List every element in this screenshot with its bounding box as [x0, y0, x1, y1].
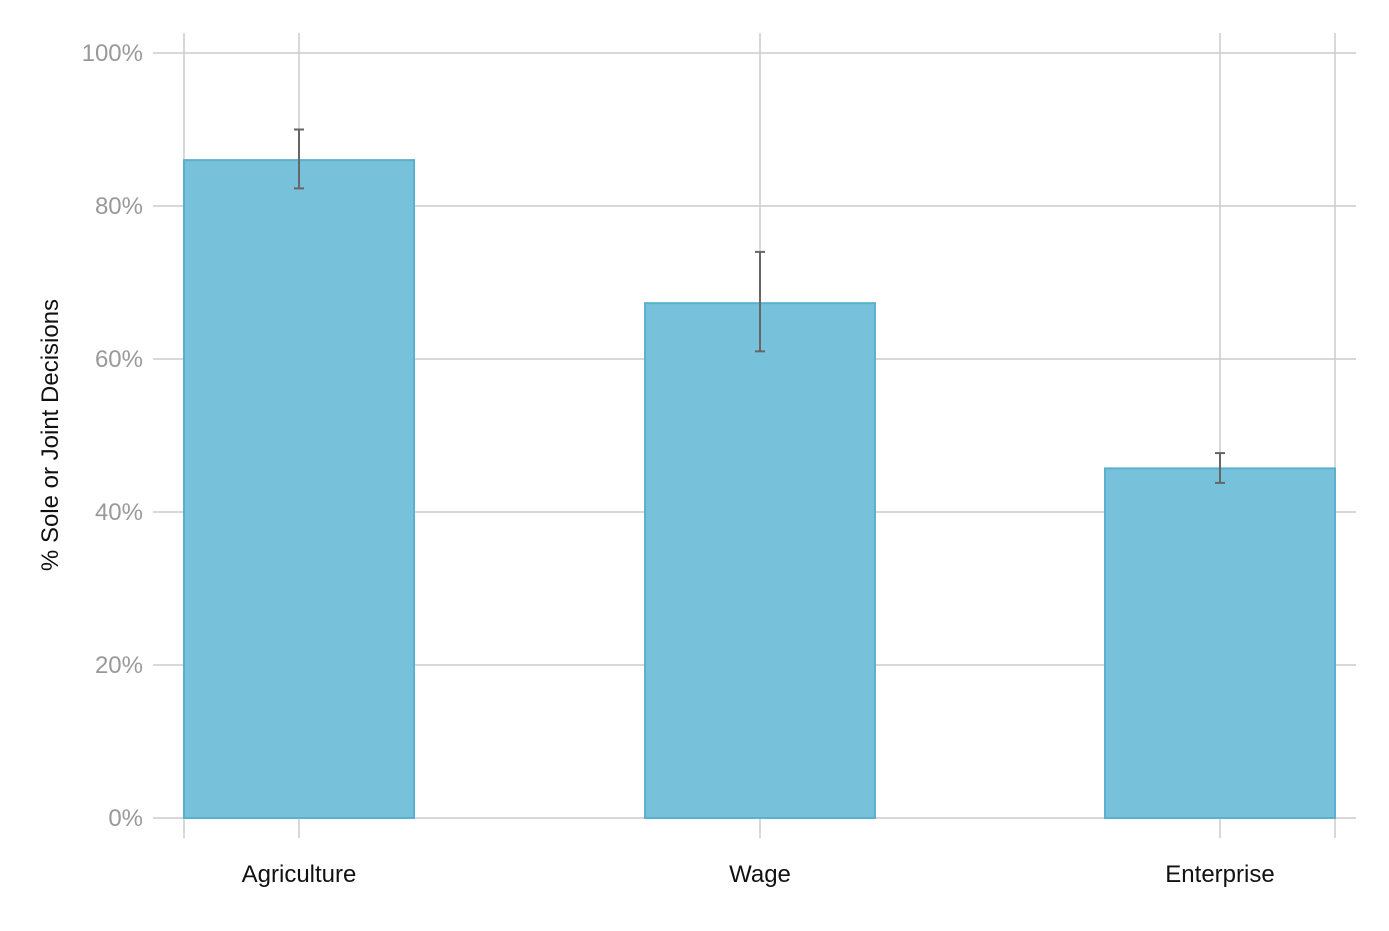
y-tick-label: 20%: [95, 652, 143, 679]
x-tick-label-agriculture: Agriculture: [242, 861, 357, 888]
y-tick-label: 40%: [95, 499, 143, 526]
y-tick-label: 0%: [108, 805, 143, 832]
x-tick-label-wage: Wage: [729, 861, 791, 888]
x-tick-label-enterprise: Enterprise: [1165, 861, 1274, 888]
y-axis-label: % Sole or Joint Decisions: [37, 299, 64, 571]
y-tick-label: 80%: [95, 193, 143, 220]
x-tick-labels: Agriculture Wage Enterprise: [242, 861, 1275, 888]
y-tick-labels: 0% 20% 40% 60% 80% 100%: [82, 40, 143, 832]
y-tick-label: 100%: [82, 40, 143, 67]
bar-enterprise: [1104, 467, 1336, 819]
bar-wage: [644, 302, 876, 819]
error-bars-layer: [294, 128, 1225, 484]
y-tick-label: 60%: [95, 346, 143, 373]
bar-agriculture: [183, 159, 415, 820]
bars-layer: [183, 159, 1336, 820]
